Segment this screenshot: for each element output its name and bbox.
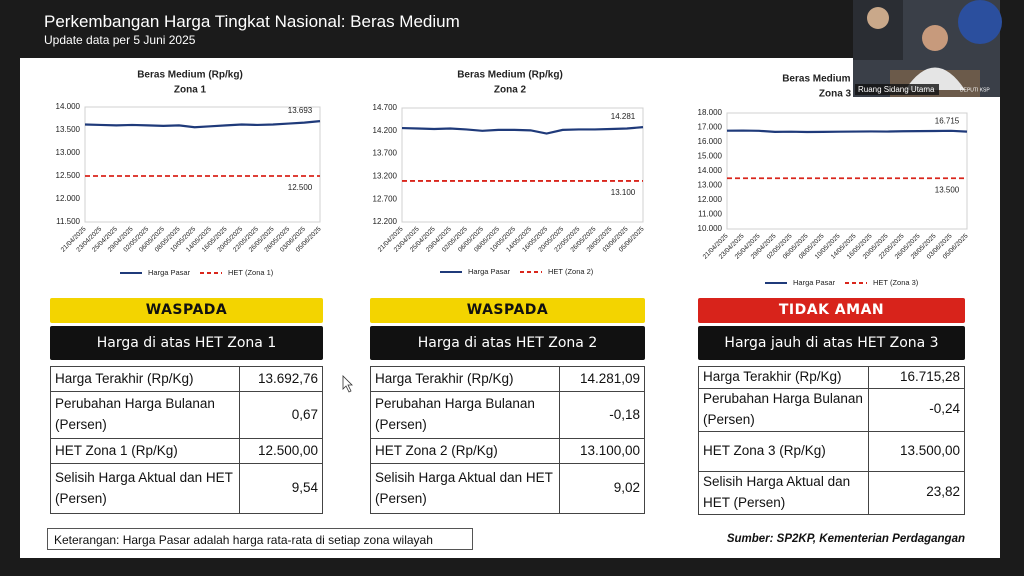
row-value: 9,02 — [559, 463, 645, 514]
table-row: Harga Terakhir (Rp/Kg) 14.281,09 — [370, 366, 645, 392]
table-row: Selisih Harga Aktual dan HET (Persen) 23,… — [698, 470, 965, 515]
data-label: 12.500 — [288, 183, 313, 192]
row-label: HET Zona 2 (Rp/Kg) — [370, 438, 560, 464]
row-label: Perubahan Harga Bulanan (Persen) — [698, 388, 869, 432]
row-value: 9,54 — [239, 463, 323, 514]
row-value: -0,18 — [559, 391, 645, 439]
chart-subtitle: Zona 3 — [819, 89, 852, 100]
status-note: Harga di atas HET Zona 2 — [370, 326, 645, 360]
legend-label: HET (Zona 2) — [548, 267, 594, 276]
y-tick-label: 14.000 — [56, 102, 81, 111]
series-line — [84, 120, 321, 129]
price-table: Harga Terakhir (Rp/Kg) 13.692,76 Perubahan… — [50, 366, 323, 514]
table-row: Harga Terakhir (Rp/Kg) 13.692,76 — [50, 366, 323, 392]
table-row: HET Zona 1 (Rp/Kg) 12.500,00 — [50, 438, 323, 464]
series-line — [726, 129, 968, 134]
row-value: 12.500,00 — [239, 438, 323, 464]
status-panel: WASPADA Harga di atas HET Zona 2 — [370, 298, 645, 360]
y-tick-label: 14.200 — [373, 126, 398, 135]
y-tick-label: 12.000 — [56, 194, 81, 203]
y-tick-label: 12.500 — [56, 171, 81, 180]
cursor — [342, 375, 353, 393]
row-value: 23,82 — [868, 470, 965, 515]
legend-label: HET (Zona 3) — [873, 278, 919, 287]
y-tick-label: 11.500 — [56, 217, 80, 226]
row-label: Harga Terakhir (Rp/Kg) — [370, 366, 560, 392]
y-tick-label: 10.000 — [698, 224, 723, 233]
table-row: Perubahan Harga Bulanan (Persen) 0,67 — [50, 391, 323, 439]
y-tick-label: 12.200 — [373, 217, 398, 226]
footer-note: Keterangan: Harga Pasar adalah harga rat… — [47, 528, 473, 550]
legend-label: Harga Pasar — [793, 278, 836, 287]
row-label: Selisih Harga Aktual dan HET (Persen) — [50, 463, 240, 514]
status-note: Harga jauh di atas HET Zona 3 — [698, 326, 965, 360]
header-subtitle: Update data per 5 Juni 2025 — [44, 33, 196, 47]
chart-subtitle: Zona 2 — [494, 85, 527, 96]
data-label: 14.281 — [611, 112, 636, 121]
row-value: 0,67 — [239, 391, 323, 439]
header-title: Perkembangan Harga Tingkat Nasional: Ber… — [44, 12, 460, 31]
price-table: Harga Terakhir (Rp/Kg) 16.715,28 Perubahan… — [698, 366, 965, 515]
table-row: Harga Terakhir (Rp/Kg) 16.715,28 — [698, 366, 965, 389]
row-value: 13.692,76 — [239, 366, 323, 392]
row-value: 16.715,28 — [868, 366, 965, 389]
row-value: 14.281,09 — [559, 366, 645, 392]
chart-title: Beras Medium (Rp/kg) — [457, 70, 563, 81]
legend-label: HET (Zona 1) — [228, 268, 274, 277]
row-label: HET Zona 1 (Rp/Kg) — [50, 438, 240, 464]
legend-label: Harga Pasar — [468, 267, 511, 276]
chart-subtitle: Zona 1 — [174, 85, 207, 96]
y-tick-label: 13.000 — [56, 148, 81, 157]
row-label: HET Zona 3 (Rp/Kg) — [698, 430, 869, 472]
price-table: Harga Terakhir (Rp/Kg) 14.281,09 Perubahan… — [370, 366, 645, 514]
chart-title: Beras Medium (Rp/kg) — [137, 70, 243, 81]
row-value: 13.500,00 — [868, 430, 965, 472]
data-label: 13.100 — [611, 188, 636, 197]
series-line — [401, 126, 644, 135]
legend-label: Harga Pasar — [148, 268, 191, 277]
row-label: Selisih Harga Aktual dan HET (Persen) — [698, 470, 869, 515]
table-row: Perubahan Harga Bulanan (Persen) -0,24 — [698, 388, 965, 432]
plot-frame — [726, 112, 968, 230]
footer-source: Sumber: SP2KP, Kementerian Perdagangan — [726, 533, 965, 545]
row-value: -0,24 — [868, 388, 965, 432]
table-row: HET Zona 2 (Rp/Kg) 13.100,00 — [370, 438, 645, 464]
data-label: 16.715 — [935, 117, 960, 126]
y-tick-label: 17.000 — [698, 123, 723, 132]
row-label: Perubahan Harga Bulanan (Persen) — [370, 391, 560, 439]
plot-frame — [401, 107, 644, 223]
status-note: Harga di atas HET Zona 1 — [50, 326, 323, 360]
y-tick-label: 14.700 — [373, 103, 398, 112]
data-label: 13.500 — [935, 185, 960, 194]
table-row: Selisih Harga Aktual dan HET (Persen) 9,0… — [370, 463, 645, 514]
row-label: Harga Terakhir (Rp/Kg) — [50, 366, 240, 392]
y-tick-label: 15.000 — [698, 152, 723, 161]
y-tick-label: 18.000 — [698, 108, 723, 117]
chart-title: Beras Medium (Rp/kg) — [782, 74, 888, 85]
y-tick-label: 13.700 — [373, 149, 398, 158]
status-panel: WASPADA Harga di atas HET Zona 1 — [50, 298, 323, 360]
row-label: Selisih Harga Aktual dan HET (Persen) — [370, 463, 560, 514]
y-tick-label: 13.000 — [698, 181, 723, 190]
y-tick-label: 12.000 — [698, 195, 723, 204]
status-panel: TIDAK AMAN Harga jauh di atas HET Zona 3 — [698, 298, 965, 360]
y-tick-label: 16.000 — [698, 137, 723, 146]
row-label: Harga Terakhir (Rp/Kg) — [698, 366, 869, 389]
status-badge: TIDAK AMAN — [698, 298, 965, 323]
status-badge: WASPADA — [50, 298, 323, 323]
plot-frame — [84, 106, 321, 223]
y-tick-label: 14.000 — [698, 166, 723, 175]
table-row: HET Zona 3 (Rp/Kg) 13.500,00 — [698, 430, 965, 472]
row-label: Perubahan Harga Bulanan (Persen) — [50, 391, 240, 439]
data-label: 13.693 — [288, 106, 313, 115]
y-tick-label: 13.200 — [373, 172, 398, 181]
y-tick-label: 13.500 — [56, 125, 81, 134]
status-badge: WASPADA — [370, 298, 645, 323]
table-row: Selisih Harga Aktual dan HET (Persen) 9,5… — [50, 463, 323, 514]
y-tick-label: 12.700 — [373, 194, 398, 203]
y-tick-label: 11.000 — [698, 210, 722, 219]
row-value: 13.100,00 — [559, 438, 645, 464]
table-row: Perubahan Harga Bulanan (Persen) -0,18 — [370, 391, 645, 439]
